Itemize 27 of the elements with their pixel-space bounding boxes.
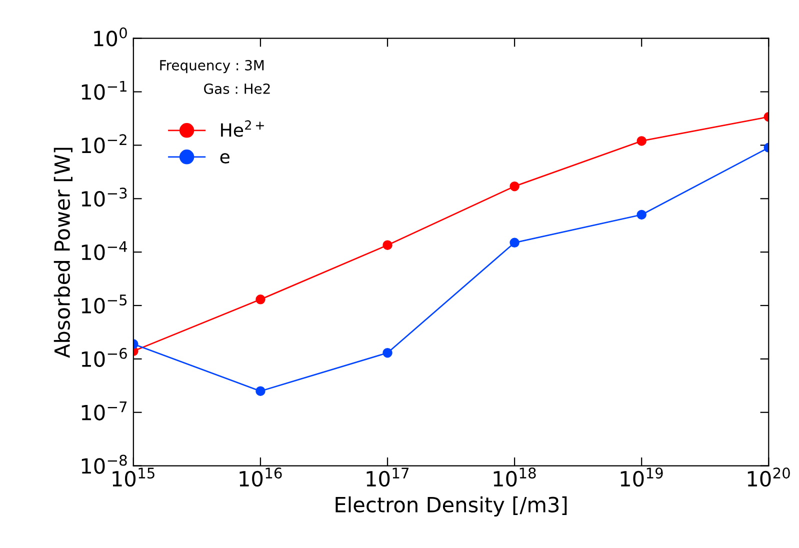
y-tick-label: 10$^{−5}$ (82, 294, 127, 314)
point (510, 181, 520, 192)
y-tick-label: 10$^{0}$ (94, 27, 127, 46)
annotation: Frequency : 3M (160, 60, 264, 74)
y-tick-label: 10$^{−7}$ (82, 402, 127, 420)
y-tick-label: 10$^{−6}$ (82, 348, 127, 367)
y-tick-label: 10$^{−2}$ (82, 134, 126, 154)
y-axis-title: Absorbed Power [W] (54, 148, 72, 358)
point (256, 294, 266, 304)
y-tick-label: 10$^{−3}$ (82, 188, 127, 207)
x-tick-label: 10$^{16}$ (240, 468, 282, 487)
point (382, 240, 392, 250)
annotation: Gas : He2 (204, 83, 270, 94)
x-tick-label: 10$^{18}$ (494, 468, 536, 487)
point (382, 348, 392, 358)
x-tick-label: 10$^{17}$ (366, 468, 409, 487)
legend-label: e (220, 153, 230, 164)
x-tick-label: 10$^{20}$ (748, 468, 790, 487)
y-tick-label: 10$^{−4}$ (82, 241, 127, 260)
x-axis-title: Electron Density [/m3] (336, 496, 567, 517)
point (636, 136, 646, 146)
point (636, 210, 646, 220)
point (256, 386, 266, 396)
legend-label: He$^{2+}$ (221, 120, 264, 137)
x-tick-label: 10$^{19}$ (620, 468, 663, 487)
point (510, 238, 520, 248)
y-tick-label: 10$^{−1}$ (82, 80, 126, 100)
